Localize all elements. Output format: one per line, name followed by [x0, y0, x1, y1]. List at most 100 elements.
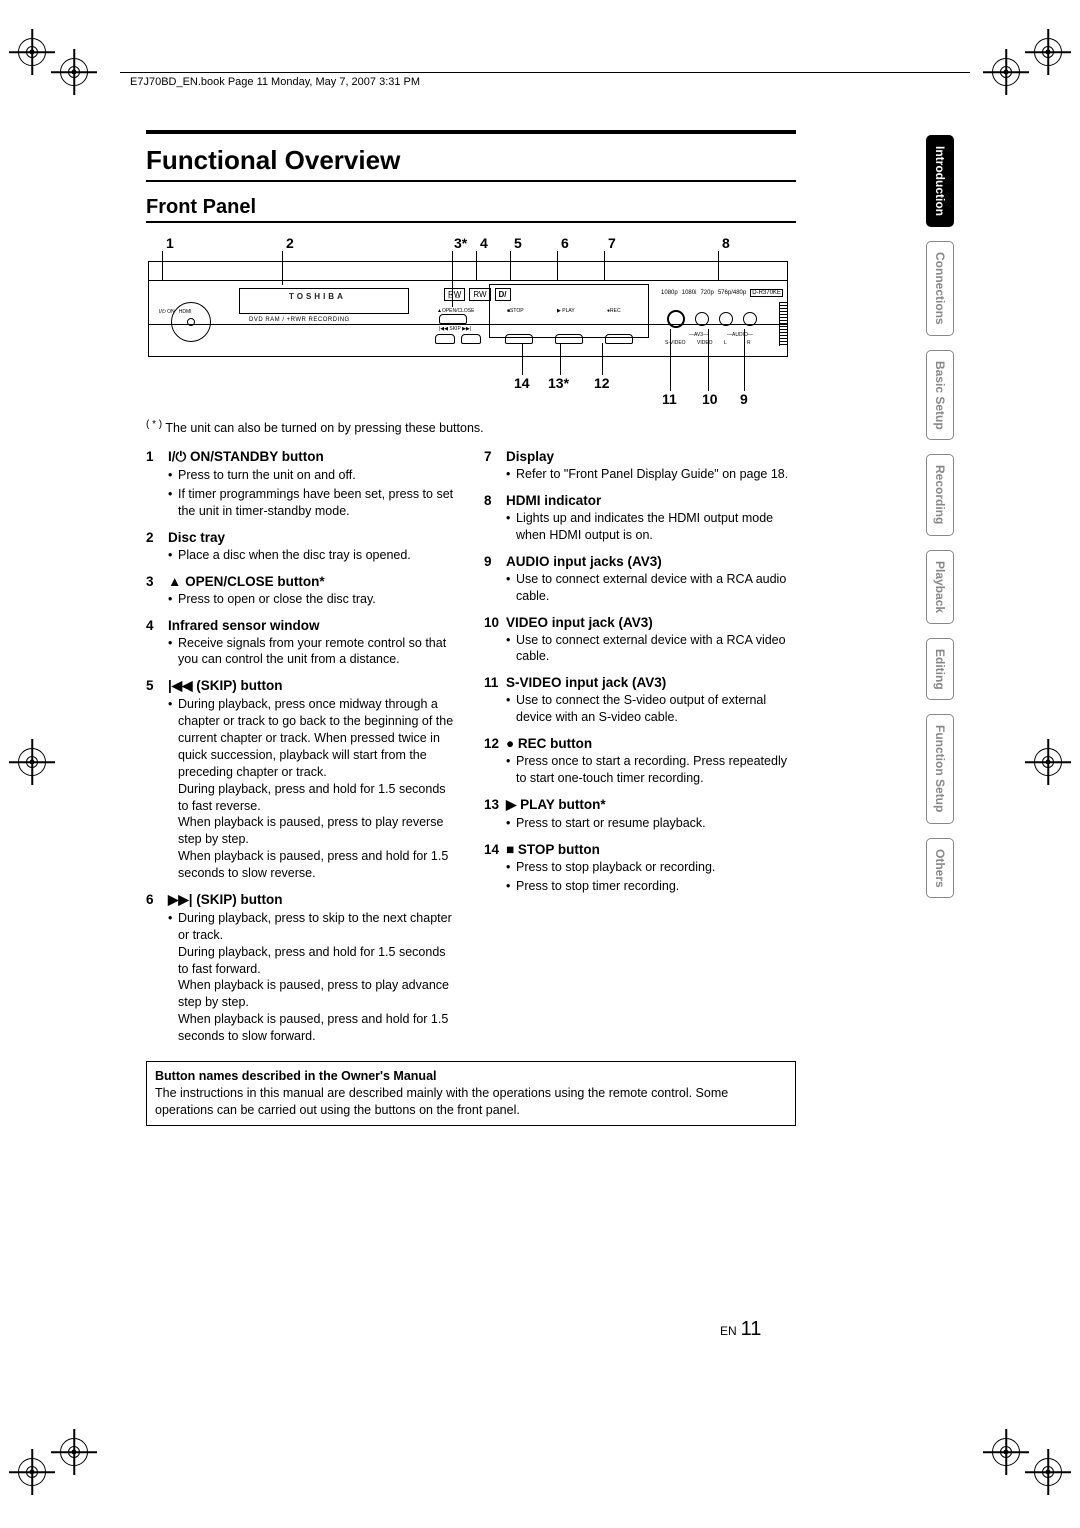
- stop-button-icon: [505, 334, 533, 344]
- item-bullet: •During playback, press to skip to the n…: [168, 910, 458, 1045]
- device-outline: I/⏻ ON HDMI TOSHIBA DVD RAM / +RWR RECOR…: [148, 261, 788, 357]
- stop-lbl: ■STOP: [507, 308, 524, 314]
- item-bullet: •If timer programmings have been set, pr…: [168, 486, 458, 520]
- subsection-title: Front Panel: [146, 196, 796, 223]
- feature-item-3: 3▲ OPEN/CLOSE button* •Press to open or c…: [146, 574, 458, 608]
- callout-9: 9: [740, 391, 748, 407]
- callout-14: 14: [514, 375, 530, 391]
- sidebar-tab-editing[interactable]: Editing: [926, 638, 954, 701]
- section-tabs-sidebar: Introduction Connections Basic Setup Record…: [926, 135, 972, 912]
- callout-7: 7: [608, 235, 616, 251]
- crop-mark-icon: [992, 1438, 1020, 1466]
- callout-6: 6: [561, 235, 569, 251]
- hdmi-indicator-panel: 1080p 1080i 720p 576p/480p D-R370KE: [659, 286, 785, 300]
- brand-label: TOSHIBA: [289, 292, 346, 301]
- crop-mark-icon: [992, 58, 1020, 86]
- feature-item-10: 10VIDEO input jack (AV3)•Use to connect …: [484, 615, 796, 666]
- right-column: 7Display•Refer to "Front Panel Display G…: [484, 449, 796, 1055]
- open-close-button-icon: [439, 314, 467, 324]
- item-number: 12: [484, 736, 506, 787]
- sidebar-tab-introduction[interactable]: Introduction: [926, 135, 954, 227]
- item-bullet: •Press once to start a recording. Press …: [506, 753, 796, 787]
- feature-item-1: 1I/⏻ ON/STANDBY button•Press to turn the…: [146, 449, 458, 520]
- header-stamp: E7J70BD_EN.book Page 11 Monday, May 7, 2…: [130, 76, 420, 88]
- callout-2: 2: [286, 235, 294, 251]
- standby-label: I/⏻ ON HDMI: [159, 309, 192, 315]
- header-rule: [120, 72, 970, 73]
- sidebar-tab-others[interactable]: Others: [926, 838, 954, 899]
- callout-8: 8: [722, 235, 730, 251]
- item-number: 6: [146, 892, 168, 1045]
- callout-12: 12: [594, 375, 610, 391]
- item-number: 5: [146, 678, 168, 882]
- svideo-jack-icon: [667, 310, 685, 328]
- item-title: |◀◀ (SKIP) button: [168, 678, 458, 694]
- feature-item-4: 4Infrared sensor window•Receive signals …: [146, 618, 458, 669]
- item-bullet: •Press to open or close the disc tray.: [168, 591, 458, 608]
- callout-13: 13*: [548, 375, 569, 391]
- tray-sublabel: DVD RAM / +RWR RECORDING: [249, 317, 350, 323]
- item-bullet: •Use to connect external device with a R…: [506, 571, 796, 605]
- feature-item-7: 7Display•Refer to "Front Panel Display G…: [484, 449, 796, 483]
- item-bullet: •Refer to "Front Panel Display Guide" on…: [506, 466, 796, 483]
- page-number: EN11: [720, 1318, 761, 1341]
- front-panel-diagram: 123*45678 I/⏻ ON HDMI TOSHIBA DVD RAM / …: [146, 235, 796, 415]
- skip-lbl: |◀◀ SKIP ▶▶|: [439, 326, 471, 332]
- crop-mark-icon: [60, 1438, 88, 1466]
- item-title: Display: [506, 449, 796, 464]
- feature-item-9: 9AUDIO input jacks (AV3) •Use to connect …: [484, 554, 796, 605]
- crop-mark-icon: [18, 38, 46, 66]
- item-bullet: •Press to stop timer recording.: [506, 878, 796, 895]
- sv-label: S-VIDEO: [665, 340, 686, 346]
- page-content: Functional Overview Front Panel 123*4567…: [146, 145, 796, 1126]
- feature-item-11: 11S-VIDEO input jack (AV3) •Use to connec…: [484, 675, 796, 726]
- video-jack-icon: [695, 312, 709, 326]
- callout-3: 3*: [454, 235, 467, 251]
- note-box: Button names described in the Owner's Ma…: [146, 1061, 796, 1126]
- feature-item-2: 2Disc tray•Place a disc when the disc tr…: [146, 530, 458, 564]
- item-title: ▶ PLAY button*: [506, 797, 796, 813]
- item-number: 3: [146, 574, 168, 608]
- item-number: 9: [484, 554, 506, 605]
- item-title: AUDIO input jacks (AV3): [506, 554, 796, 569]
- item-title: HDMI indicator: [506, 493, 796, 508]
- item-bullet: •Use to connect the S-video output of ex…: [506, 692, 796, 726]
- item-bullet: •Use to connect external device with a R…: [506, 632, 796, 666]
- crop-mark-icon: [1034, 1458, 1062, 1486]
- crop-mark-icon: [60, 58, 88, 86]
- feature-item-5: 5|◀◀ (SKIP) button•During playback, pres…: [146, 678, 458, 882]
- rec-lbl: ●REC: [607, 308, 621, 314]
- item-title: Infrared sensor window: [168, 618, 458, 633]
- crop-mark-icon: [18, 1458, 46, 1486]
- item-title: S-VIDEO input jack (AV3): [506, 675, 796, 690]
- item-bullet: •Press to stop playback or recording.: [506, 859, 796, 876]
- asterisk-note: ( * ) The unit can also be turned on by …: [146, 419, 796, 435]
- item-number: 8: [484, 493, 506, 544]
- power-button-icon: [171, 302, 211, 342]
- rec-button-icon: [605, 334, 633, 344]
- sidebar-tab-connections[interactable]: Connections: [926, 241, 954, 336]
- item-number: 11: [484, 675, 506, 726]
- item-title: I/⏻ ON/STANDBY button: [168, 449, 458, 465]
- feature-item-6: 6▶▶| (SKIP) button•During playback, pres…: [146, 892, 458, 1045]
- vid-label: VIDEO: [697, 340, 713, 346]
- audio-r-jack-icon: [743, 312, 757, 326]
- sidebar-tab-recording[interactable]: Recording: [926, 454, 954, 535]
- l-label: L: [724, 340, 727, 346]
- callout-4: 4: [480, 235, 488, 251]
- crop-mark-icon: [1034, 748, 1062, 776]
- skip-fwd-button-icon: [461, 334, 481, 344]
- item-title: ■ STOP button: [506, 842, 796, 857]
- item-number: 1: [146, 449, 168, 520]
- sidebar-tab-basic-setup[interactable]: Basic Setup: [926, 350, 954, 441]
- item-title: ▲ OPEN/CLOSE button*: [168, 574, 458, 589]
- section-title: Functional Overview: [146, 145, 796, 182]
- feature-item-14: 14■ STOP button•Press to stop playback o…: [484, 842, 796, 895]
- sidebar-tab-function-setup[interactable]: Function Setup: [926, 714, 954, 823]
- top-thick-rule: [146, 130, 796, 134]
- feature-item-8: 8HDMI indicator•Lights up and indicates …: [484, 493, 796, 544]
- callout-1: 1: [166, 235, 174, 251]
- sidebar-tab-playback[interactable]: Playback: [926, 550, 954, 624]
- item-title: Disc tray: [168, 530, 458, 545]
- skip-back-button-icon: [435, 334, 455, 344]
